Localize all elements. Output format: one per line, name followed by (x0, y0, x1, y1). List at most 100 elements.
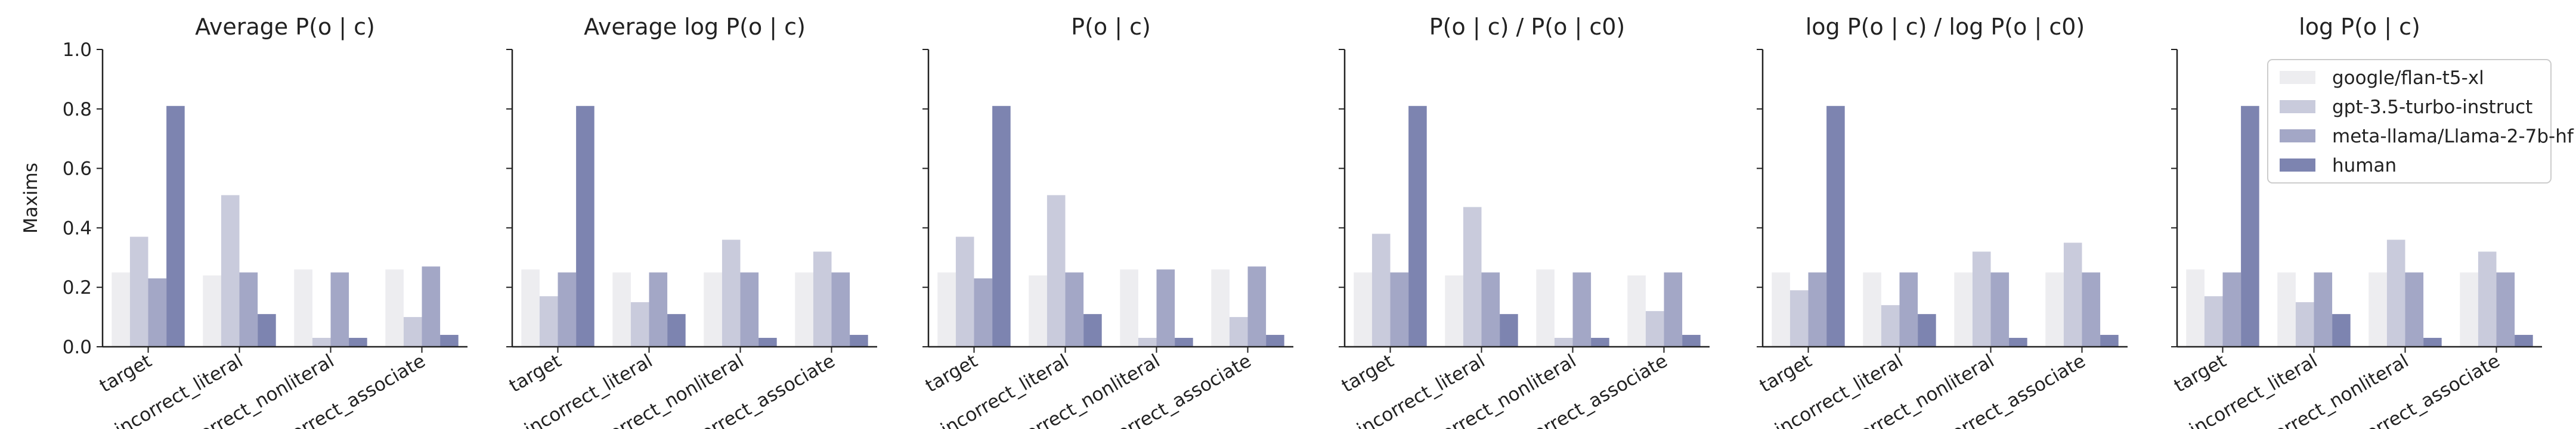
bar (1500, 314, 1518, 347)
bar (166, 105, 185, 347)
bar (148, 278, 167, 347)
bar (1211, 269, 1230, 347)
bar (1772, 272, 1790, 347)
bar (1120, 269, 1138, 347)
bar (2460, 272, 2478, 347)
bar (1138, 338, 1157, 347)
bar (2063, 243, 2082, 347)
bar (1899, 272, 1918, 347)
legend-swatch (2280, 158, 2315, 172)
subplot: Average log P(o | c)targetincorrect_lite… (506, 14, 877, 429)
bar (1083, 314, 1102, 347)
bar (385, 269, 404, 347)
subplot-title: Average log P(o | c) (584, 14, 806, 41)
bar (1789, 290, 1809, 347)
bar (2277, 272, 2296, 347)
x-tick-label: target (1756, 350, 1816, 397)
bar (704, 272, 722, 347)
bar (667, 314, 686, 347)
bar (1371, 234, 1391, 347)
bar (1881, 305, 1900, 347)
bar (1808, 272, 1827, 347)
bar (795, 272, 813, 347)
bar (2314, 272, 2333, 347)
subplot: P(o | c) / P(o | c0)targetincorrect_lite… (1338, 14, 1710, 429)
bar (850, 335, 868, 347)
bar (1918, 314, 1936, 347)
y-tick-label: 1.0 (63, 39, 92, 61)
subplot-title: log P(o | c) (2299, 14, 2420, 41)
bar (649, 272, 668, 347)
bar (1408, 105, 1427, 347)
bar (831, 272, 850, 347)
legend-swatch (2280, 71, 2315, 84)
bar (1463, 207, 1482, 347)
y-axis-label: Maxims (20, 163, 42, 234)
bar (2295, 302, 2314, 347)
legend: google/flan-t5-xl gpt-3.5-turbo-instruct m… (2267, 59, 2574, 184)
bar (203, 275, 221, 347)
bar (1990, 272, 2010, 347)
legend-label: gpt-3.5-turbo-instruct (2332, 97, 2532, 118)
bar (1481, 272, 1500, 347)
bar (1972, 251, 1991, 347)
bar (1029, 275, 1047, 347)
bar (312, 338, 331, 347)
bar (258, 314, 276, 347)
subplot: log P(o | c) / log P(o | c0)targetincorr… (1756, 14, 2128, 429)
bar (974, 278, 993, 347)
subplot-title: Average P(o | c) (195, 14, 375, 41)
bar (2186, 269, 2205, 347)
bar (1175, 338, 1193, 347)
bar (403, 317, 422, 347)
bar (1536, 269, 1555, 347)
x-tick-label: target (922, 350, 982, 397)
bar (2241, 105, 2259, 347)
bar (521, 269, 540, 347)
legend-swatch (2280, 100, 2315, 113)
bar (558, 272, 577, 347)
subplot: Average P(o | c) 0.0 0.2 0.4 0.6 0.8 1.0 Maxims… (20, 14, 467, 429)
bar (2222, 272, 2241, 347)
bar (937, 272, 956, 347)
bar (1954, 272, 1973, 347)
bar (740, 272, 759, 347)
bar (1046, 195, 1066, 347)
y-tick-label: 0.8 (63, 99, 92, 120)
bar (1682, 335, 1701, 347)
y-tick-label: 0.0 (63, 337, 92, 358)
legend-label: google/flan-t5-xl (2332, 67, 2484, 89)
legend-frame (2267, 59, 2552, 184)
bar (1627, 275, 1646, 347)
bar (1591, 338, 1609, 347)
bar (1156, 269, 1175, 347)
bar (1664, 272, 1683, 347)
bar (2423, 338, 2442, 347)
legend-label: meta-llama/Llama-2-7b-hf (2332, 126, 2574, 147)
bar (2515, 335, 2533, 347)
bar (129, 237, 148, 347)
bar (2478, 251, 2497, 347)
bar (239, 272, 258, 347)
subplot-title: log P(o | c) / log P(o | c0) (1806, 14, 2085, 41)
subplot-title: P(o | c) / P(o | c0) (1429, 14, 1625, 41)
bar (1554, 338, 1573, 347)
bar (1247, 266, 1267, 347)
bar (758, 338, 777, 347)
bar (1390, 272, 1409, 347)
bar (1229, 317, 1248, 347)
bar (630, 302, 649, 347)
bar (422, 266, 441, 347)
bar (440, 335, 459, 347)
bar (612, 272, 631, 347)
bar (1065, 272, 1084, 347)
subplot: P(o | c)targetincorrect_literalincorrect… (922, 14, 1293, 429)
bar (112, 272, 130, 347)
bar (221, 195, 240, 347)
bar (576, 105, 595, 347)
bar (330, 272, 349, 347)
bar (955, 237, 974, 347)
bar (1645, 311, 1664, 347)
